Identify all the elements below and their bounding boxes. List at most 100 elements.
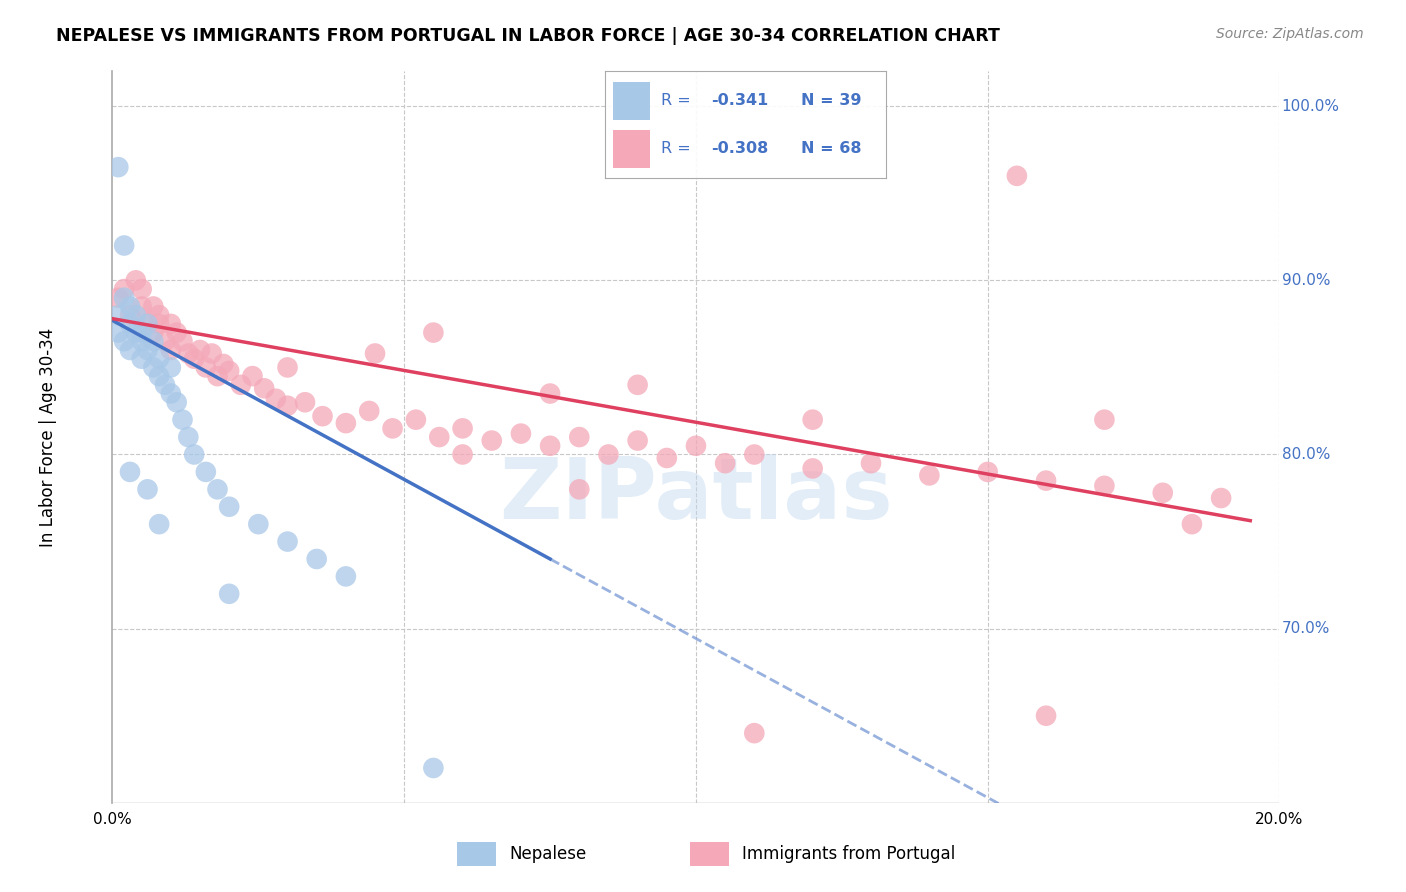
Point xyxy=(253,381,276,395)
Point xyxy=(655,450,678,465)
Point xyxy=(172,334,194,349)
Point xyxy=(148,308,170,322)
Point xyxy=(107,308,129,322)
Text: R =: R = xyxy=(661,94,696,108)
Point xyxy=(247,517,270,532)
Point xyxy=(142,360,165,375)
Point xyxy=(112,282,135,296)
Point xyxy=(112,334,135,349)
Point xyxy=(118,465,141,479)
Text: In Labor Force | Age 30-34: In Labor Force | Age 30-34 xyxy=(39,327,58,547)
Text: -0.341: -0.341 xyxy=(711,94,769,108)
Point xyxy=(976,465,998,479)
Bar xyxy=(613,82,650,120)
Point xyxy=(131,282,153,296)
Point xyxy=(335,416,357,430)
Point xyxy=(229,377,252,392)
Text: N = 68: N = 68 xyxy=(801,142,862,156)
Text: NEPALESE VS IMMIGRANTS FROM PORTUGAL IN LABOR FORCE | AGE 30-34 CORRELATION CHAR: NEPALESE VS IMMIGRANTS FROM PORTUGAL IN … xyxy=(56,27,1000,45)
Point xyxy=(148,517,170,532)
Point xyxy=(1035,474,1057,488)
Point xyxy=(1035,708,1057,723)
Point xyxy=(294,395,316,409)
Point xyxy=(311,409,333,424)
Point xyxy=(166,326,188,340)
Point xyxy=(627,377,650,392)
Text: 90.0%: 90.0% xyxy=(1282,273,1330,288)
Text: 100.0%: 100.0% xyxy=(1282,99,1340,113)
Point xyxy=(136,343,159,357)
Text: 0.0%: 0.0% xyxy=(93,812,132,827)
Point xyxy=(131,326,153,340)
Point xyxy=(1181,517,1204,532)
Point xyxy=(1094,479,1116,493)
Text: 20.0%: 20.0% xyxy=(1256,812,1303,827)
Point xyxy=(160,386,183,401)
Point xyxy=(153,334,176,349)
Point xyxy=(188,343,211,357)
Point xyxy=(405,412,427,426)
Text: R =: R = xyxy=(661,142,696,156)
Point xyxy=(451,421,474,435)
Point xyxy=(107,326,129,340)
Point xyxy=(207,483,229,497)
Point xyxy=(160,343,183,357)
Point xyxy=(125,308,148,322)
Point xyxy=(509,426,531,441)
Point xyxy=(276,534,298,549)
Point xyxy=(218,500,240,514)
Text: -0.308: -0.308 xyxy=(711,142,769,156)
Bar xyxy=(457,842,496,866)
Point xyxy=(194,465,217,479)
Point xyxy=(136,483,159,497)
Point xyxy=(1209,491,1232,505)
Point xyxy=(125,273,148,287)
Point xyxy=(160,360,183,375)
Point xyxy=(142,326,165,340)
Point xyxy=(364,346,387,360)
Text: N = 39: N = 39 xyxy=(801,94,862,108)
Point xyxy=(335,569,357,583)
Point xyxy=(172,412,194,426)
Point xyxy=(153,377,176,392)
Point xyxy=(276,399,298,413)
Point xyxy=(305,552,328,566)
Point xyxy=(207,369,229,384)
Point xyxy=(177,346,200,360)
Point xyxy=(742,448,765,462)
Point xyxy=(131,351,153,366)
Point xyxy=(112,238,135,252)
Point xyxy=(125,326,148,340)
Point xyxy=(627,434,650,448)
Point xyxy=(451,448,474,462)
Text: ZIPatlas: ZIPatlas xyxy=(499,454,893,537)
Point xyxy=(118,308,141,322)
Text: 80.0%: 80.0% xyxy=(1282,447,1330,462)
Point xyxy=(568,483,591,497)
Point xyxy=(276,360,298,375)
Point xyxy=(427,430,450,444)
Point xyxy=(183,448,205,462)
Point xyxy=(685,439,707,453)
Point xyxy=(212,357,235,371)
Point xyxy=(112,291,135,305)
Point xyxy=(264,392,287,406)
Text: Source: ZipAtlas.com: Source: ZipAtlas.com xyxy=(1216,27,1364,41)
Point xyxy=(568,430,591,444)
Point xyxy=(131,334,153,349)
Point xyxy=(1005,169,1028,183)
Point xyxy=(194,360,217,375)
Point xyxy=(801,412,824,426)
Text: Nepalese: Nepalese xyxy=(509,845,586,863)
Point xyxy=(481,434,503,448)
Point xyxy=(538,439,561,453)
Point xyxy=(118,343,141,357)
Point xyxy=(148,317,170,331)
Bar xyxy=(613,130,650,168)
Point xyxy=(860,456,883,470)
Point xyxy=(381,421,404,435)
Point xyxy=(142,300,165,314)
Point xyxy=(148,369,170,384)
Point xyxy=(742,726,765,740)
Point xyxy=(1152,485,1174,500)
